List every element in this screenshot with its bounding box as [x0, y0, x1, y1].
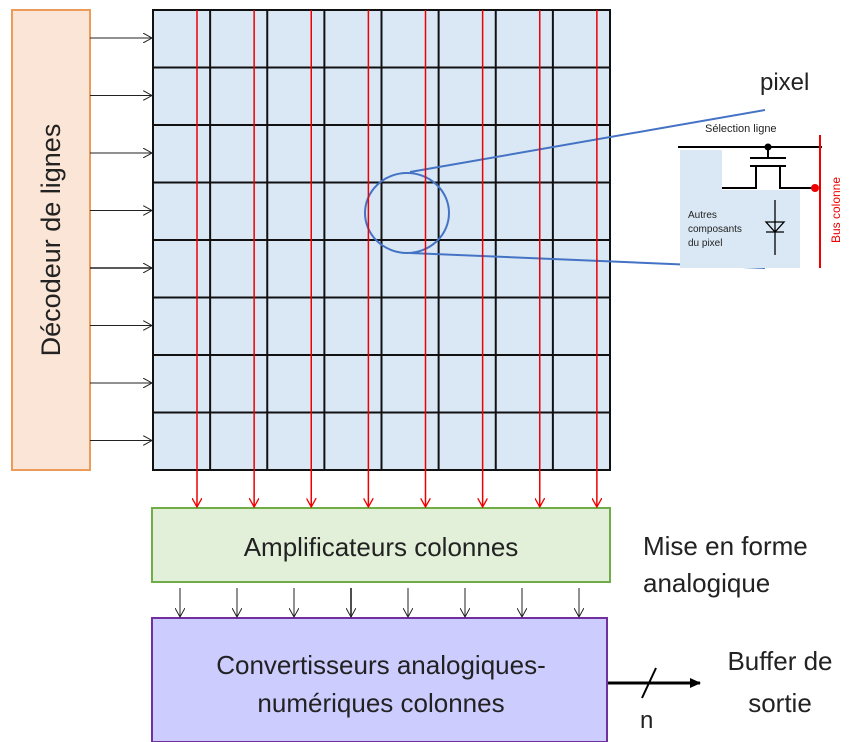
pixel-title: pixel	[760, 69, 809, 96]
amplifier-box	[151, 507, 611, 583]
other-label: Autres	[688, 210, 717, 221]
array-grid	[153, 10, 610, 470]
transistor	[722, 147, 815, 189]
decoder-box	[11, 9, 91, 471]
other-label: du pixel	[688, 238, 722, 249]
converter-label: numériques colonnes	[257, 688, 504, 718]
bus-slash	[641, 667, 657, 699]
column-bus-label: Bus colonne	[829, 177, 843, 243]
zoom-line	[409, 109, 766, 173]
output-label: sortie	[748, 688, 812, 718]
output-label: Buffer de	[727, 646, 832, 676]
converter-box	[151, 617, 608, 742]
node	[811, 184, 819, 192]
pixel-body	[680, 150, 800, 268]
zoom-circle	[364, 172, 450, 254]
amplifier-label: Amplificateurs colonnes	[244, 532, 519, 562]
diode	[764, 200, 786, 255]
converter-label: Convertisseurs analogiques-	[216, 650, 546, 680]
analog-note: Mise en forme	[643, 531, 808, 561]
bus-width: n	[640, 707, 653, 734]
analog-note: analogique	[643, 568, 770, 598]
decoder-label: Décodeur de lignes	[36, 124, 66, 357]
other-label: composants	[688, 224, 742, 235]
row-select-label: Sélection ligne	[705, 123, 777, 135]
